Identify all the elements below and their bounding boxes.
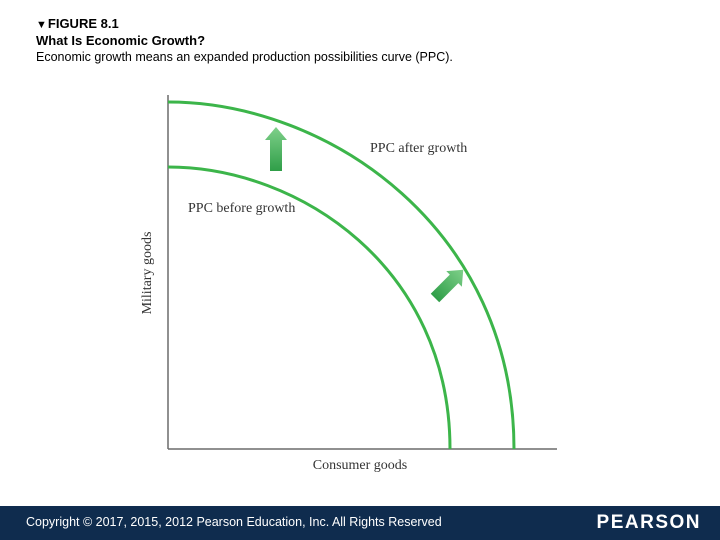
- figure-number: FIGURE 8.1: [47, 16, 119, 31]
- copyright-notice: Copyright © 2017, 2015, 2012 Pearson Edu…: [26, 515, 442, 529]
- figure-label: ▼FIGURE 8.1: [36, 16, 453, 33]
- diagonal-arrow-icon: [430, 269, 464, 303]
- curve-after-label: PPC after growth: [370, 141, 467, 156]
- figure-header: ▼FIGURE 8.1 What Is Economic Growth? Eco…: [36, 16, 453, 65]
- up-arrow-icon: [265, 127, 287, 171]
- figure-title: What Is Economic Growth?: [36, 33, 206, 48]
- ppc-before-growth-curve: [167, 165, 452, 450]
- y-axis-label: Military goods: [140, 232, 155, 315]
- figure-caption: Economic growth means an expanded produc…: [36, 50, 453, 64]
- x-axis-label: Consumer goods: [313, 458, 408, 473]
- pearson-logo: PEARSON: [596, 512, 701, 533]
- ppc-diagram: PPC after growth PPC before growth Consu…: [140, 95, 557, 473]
- footer-bar: Copyright © 2017, 2015, 2012 Pearson Edu…: [0, 506, 720, 540]
- triangle-marker-icon: ▼: [36, 19, 47, 31]
- ppc-after-growth-curve: [167, 100, 516, 450]
- curve-before-label: PPC before growth: [188, 201, 295, 216]
